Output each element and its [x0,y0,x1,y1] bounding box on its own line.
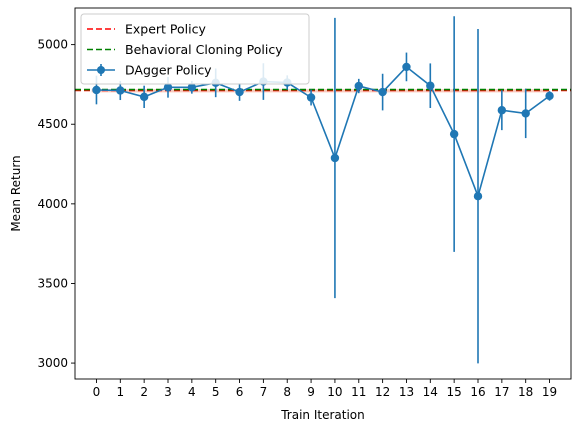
x-tick-label: 15 [447,385,462,399]
x-tick-label: 0 [93,385,101,399]
data-point [163,83,173,92]
data-point [497,106,507,115]
x-tick-label: 5 [212,385,220,399]
x-tick-label: 3 [164,385,172,399]
data-point [235,87,244,97]
data-point [545,91,554,101]
x-tick-label: 2 [140,385,148,399]
data-point [330,153,340,163]
data-point [449,129,459,139]
data-point [402,62,411,72]
legend: Expert Policy Behavioral Cloning Policy DA… [80,13,310,85]
x-tick-label: 7 [260,385,268,399]
data-point [426,81,435,90]
data-point [116,86,125,95]
x-tick-label: 10 [327,385,342,399]
x-tick-label: 19 [542,385,557,399]
data-point [473,192,483,201]
x-tick-label: 1 [116,385,124,399]
x-tick-label: 6 [236,385,244,399]
x-tick-label: 9 [307,385,315,399]
x-tick-label: 11 [351,385,366,399]
data-point [306,93,316,102]
y-tick-label: 3500 [37,276,68,290]
data-point [378,87,387,97]
x-tick-label: 4 [188,385,196,399]
x-tick-label: 8 [283,385,291,399]
data-point [354,81,363,91]
y-tick-label: 3000 [37,356,68,370]
data-point [521,109,530,118]
y-tick-label: 5000 [37,38,68,52]
data-point [92,85,101,95]
x-tick-label: 16 [470,385,485,399]
y-tick-label: 4000 [37,197,68,211]
x-tick-label: 14 [423,385,438,399]
data-point [187,83,197,92]
x-tick-label: 12 [375,385,390,399]
axes: 0 1 2 3 4 5 6 7 8 9 10 11 12 13 14 15 16 17 18 193000350040… [37,7,572,399]
x-tick-label: 13 [399,385,414,399]
legend-label-expert-policy: Expert Policy [125,22,206,37]
legend-box [80,13,310,85]
legend-swatch-marker [97,66,105,74]
legend-label-behavioral-cloning-policy: Behavioral Cloning Policy [125,42,283,57]
plot-frame [74,7,572,380]
x-axis-label: Train Iteration [280,408,365,422]
x-tick-label: 17 [494,385,509,399]
y-tick-label: 4500 [37,117,68,131]
y-axis-label: Mean Return [9,155,23,231]
x-tick-label: 18 [518,385,533,399]
data-point [139,92,149,102]
legend-label-dagger-policy: DAgger Policy [125,63,212,78]
